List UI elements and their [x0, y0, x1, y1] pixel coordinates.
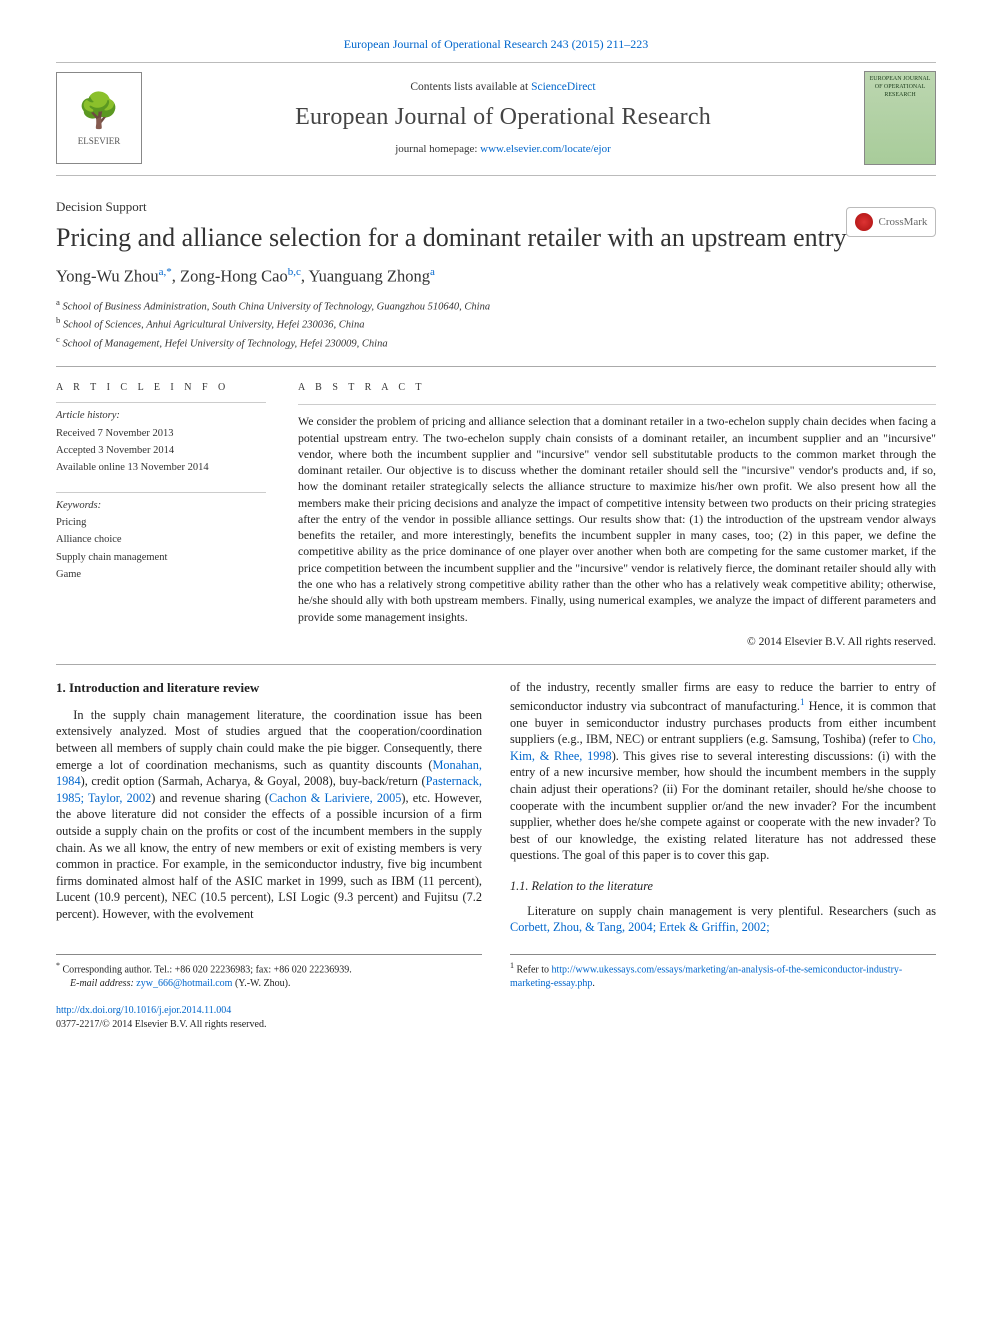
corresponding-author-note: * Corresponding author. Tel.: +86 020 22…: [56, 954, 482, 990]
author-3: , Yuanguang Zhong: [301, 266, 430, 285]
keyword-2: Alliance choice: [56, 533, 266, 547]
running-head: European Journal of Operational Research…: [56, 36, 936, 52]
crossmark-label: CrossMark: [879, 215, 928, 230]
body-text: 1. Introduction and literature review In…: [56, 679, 936, 935]
abstract-block: A B S T R A C T We consider the problem …: [298, 381, 936, 650]
email-label: E-mail address:: [70, 978, 136, 989]
corr-text: Corresponding author. Tel.: +86 020 2223…: [60, 964, 352, 975]
author-1-affil[interactable]: a,*: [159, 266, 172, 278]
publisher-logo: 🌳 ELSEVIER: [56, 72, 142, 164]
author-3-affil[interactable]: a: [430, 266, 435, 278]
fn1-prefix: Refer to: [514, 964, 552, 975]
author-1: Yong-Wu Zhou: [56, 266, 159, 285]
publisher-label: ELSEVIER: [78, 135, 121, 147]
rule-top: [56, 366, 936, 367]
section-1-1-heading: 1.1. Relation to the literature: [510, 878, 936, 895]
para-3: Literature on supply chain management is…: [510, 903, 936, 936]
rule-bottom: [56, 664, 936, 665]
article-info: A R T I C L E I N F O Article history: R…: [56, 381, 266, 650]
history-label: Article history:: [56, 409, 266, 423]
running-head-link[interactable]: European Journal of Operational Research…: [344, 37, 648, 51]
email-suffix: (Y.-W. Zhou).: [232, 978, 290, 989]
journal-cover-thumb: EUROPEAN JOURNAL OF OPERATIONAL RESEARCH: [864, 71, 936, 165]
fn1-suffix: .: [592, 978, 595, 989]
ref-corbett[interactable]: Corbett, Zhou, & Tang, 2004; Ertek & Gri…: [510, 920, 770, 934]
para-1: In the supply chain management literatur…: [56, 707, 482, 923]
masthead-center: Contents lists available at ScienceDirec…: [160, 80, 846, 157]
homepage-prefix: journal homepage:: [395, 143, 480, 155]
journal-name: European Journal of Operational Research: [160, 101, 846, 133]
author-2-affil[interactable]: b,c: [288, 266, 301, 278]
elsevier-tree-icon: 🌳: [78, 89, 120, 135]
issn-copyright: 0377-2217/© 2014 Elsevier B.V. All right…: [56, 1019, 266, 1030]
footnote-1: 1 Refer to http://www.ukessays.com/essay…: [510, 954, 936, 990]
meta-abstract-row: A R T I C L E I N F O Article history: R…: [56, 381, 936, 650]
homepage-line: journal homepage: www.elsevier.com/locat…: [160, 142, 846, 157]
sciencedirect-link[interactable]: ScienceDirect: [531, 81, 596, 93]
masthead: 🌳 ELSEVIER Contents lists available at S…: [56, 62, 936, 176]
affil-a: a School of Business Administration, Sou…: [56, 296, 936, 315]
keyword-1: Pricing: [56, 516, 266, 530]
contents-line: Contents lists available at ScienceDirec…: [160, 80, 846, 96]
received-date: Received 7 November 2013: [56, 427, 266, 441]
corr-email-link[interactable]: zyw_666@hotmail.com: [136, 978, 232, 989]
doi-link[interactable]: http://dx.doi.org/10.1016/j.ejor.2014.11…: [56, 1005, 231, 1016]
homepage-link[interactable]: www.elsevier.com/locate/ejor: [480, 143, 611, 155]
fn1-link[interactable]: http://www.ukessays.com/essays/marketing…: [510, 964, 902, 989]
author-2: , Zong-Hong Cao: [172, 266, 288, 285]
crossmark-icon: [855, 213, 873, 231]
article-category: Decision Support: [56, 198, 936, 216]
section-1-heading: 1. Introduction and literature review: [56, 679, 482, 697]
crossmark-badge[interactable]: CrossMark: [846, 207, 936, 237]
online-date: Available online 13 November 2014: [56, 461, 266, 475]
para-2: of the industry, recently smaller firms …: [510, 679, 936, 864]
affil-b: b School of Sciences, Anhui Agricultural…: [56, 314, 936, 333]
footnotes: * Corresponding author. Tel.: +86 020 22…: [56, 954, 936, 990]
authors-line: Yong-Wu Zhoua,*, Zong-Hong Caob,c, Yuang…: [56, 265, 936, 288]
article-info-header: A R T I C L E I N F O: [56, 381, 266, 395]
abstract-copyright: © 2014 Elsevier B.V. All rights reserved…: [298, 635, 936, 651]
abstract-text: We consider the problem of pricing and a…: [298, 413, 936, 624]
contents-prefix: Contents lists available at: [410, 81, 531, 93]
affiliations: a School of Business Administration, Sou…: [56, 296, 936, 352]
keyword-3: Supply chain management: [56, 551, 266, 565]
affil-c: c School of Management, Hefei University…: [56, 333, 936, 352]
accepted-date: Accepted 3 November 2014: [56, 444, 266, 458]
abstract-header: A B S T R A C T: [298, 381, 936, 395]
keywords-label: Keywords:: [56, 499, 266, 513]
doi-block: http://dx.doi.org/10.1016/j.ejor.2014.11…: [56, 1004, 936, 1031]
keyword-4: Game: [56, 568, 266, 582]
ref-cachon[interactable]: Cachon & Lariviere, 2005: [269, 791, 401, 805]
article-title: Pricing and alliance selection for a dom…: [56, 222, 936, 253]
